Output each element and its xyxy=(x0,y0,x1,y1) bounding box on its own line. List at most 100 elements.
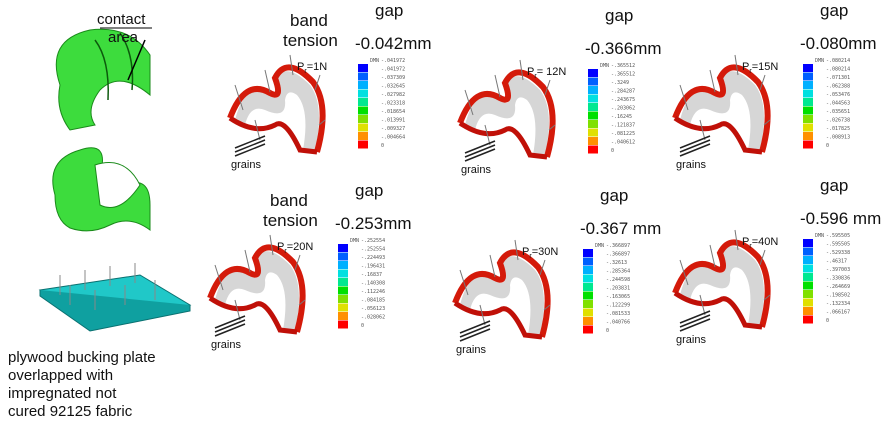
legend-swatch xyxy=(588,129,598,137)
legend-swatch xyxy=(588,95,598,103)
gap-label: gap xyxy=(605,6,633,25)
legend-value: -.397003 xyxy=(826,267,850,273)
legend-value: -.040766 xyxy=(606,320,630,326)
grains-label: grains xyxy=(456,344,486,356)
legend-swatch xyxy=(338,321,348,329)
grains-label: grains xyxy=(676,334,706,346)
legend-swatch xyxy=(588,86,598,94)
caption-line: cured 92125 fabric xyxy=(8,403,133,420)
gap-label: gap xyxy=(355,181,383,200)
legend-value: -.009327 xyxy=(381,126,405,132)
legend-value: -.132334 xyxy=(826,301,850,307)
legend-value: -.252554 xyxy=(361,238,385,244)
legend-value: 0 xyxy=(826,143,829,149)
legend-swatch xyxy=(803,124,813,132)
legend-value: -.163065 xyxy=(606,294,630,300)
legend-header: DMN xyxy=(370,58,379,64)
legend-value: -.056123 xyxy=(361,306,385,312)
legend-value: -.017825 xyxy=(826,126,850,132)
legend-value: -.196431 xyxy=(361,264,385,270)
legend-value: -.081225 xyxy=(611,131,635,137)
panel: bandtensiongap-0.042mmPr=1NgrainsDMN-.04… xyxy=(230,1,432,171)
legend-swatch xyxy=(358,141,368,149)
legend-swatch xyxy=(583,283,593,291)
load-value: = 12N xyxy=(537,66,567,78)
legend-swatch xyxy=(588,112,598,120)
legend-value: -.595505 xyxy=(826,242,850,248)
gap-label: gap xyxy=(375,1,403,20)
legend-value: -.203831 xyxy=(606,286,630,292)
band-tension-label: tension xyxy=(263,211,318,230)
legend-value: -.040612 xyxy=(611,140,635,146)
legend-value: -.062388 xyxy=(826,84,850,90)
load-label: Pr=30N xyxy=(522,246,558,260)
legend-swatch xyxy=(583,300,593,308)
gap-value: -0.253mm xyxy=(335,214,412,233)
legend-swatch xyxy=(583,258,593,266)
legend-swatch xyxy=(588,120,598,128)
legend-value: -.041972 xyxy=(381,58,405,64)
legend-swatch xyxy=(803,282,813,290)
legend-value: -.122299 xyxy=(606,303,630,309)
gap-value: -0.596 mm xyxy=(800,209,881,228)
band-tension-label: tension xyxy=(283,31,338,50)
legend-value: 0 xyxy=(826,318,829,324)
legend-swatch xyxy=(338,312,348,320)
legend-value: 0 xyxy=(381,143,384,149)
legend-swatch xyxy=(358,98,368,106)
grains-label: grains xyxy=(676,159,706,171)
legend-value: -.028062 xyxy=(361,315,385,321)
grains-label: grains xyxy=(211,339,241,351)
load-label: Pr=20N xyxy=(277,241,313,255)
legend-swatch xyxy=(583,249,593,257)
legend-value: -.084185 xyxy=(361,298,385,304)
legend-swatch xyxy=(803,316,813,324)
legend-value: -.284287 xyxy=(611,89,635,95)
legend-swatch xyxy=(358,115,368,123)
legend-swatch xyxy=(338,304,348,312)
legend-value: -.023318 xyxy=(381,101,405,107)
legend-value: -.140308 xyxy=(361,281,385,287)
legend-swatch xyxy=(588,78,598,86)
gap-value: -0.080mm xyxy=(800,34,877,53)
gap-value: -0.042mm xyxy=(355,34,432,53)
legend-swatch xyxy=(803,307,813,315)
panel: gap-0.367 mmPr=30NgrainsDMN-.366897-.366… xyxy=(455,186,661,356)
area-label: area xyxy=(108,29,139,46)
legend-value: -.071301 xyxy=(826,75,850,81)
legend-swatch xyxy=(358,107,368,115)
grains-label: grains xyxy=(461,164,491,176)
legend-swatch xyxy=(338,295,348,303)
legend-value: -.16837 xyxy=(361,272,382,278)
load-value: =20N xyxy=(287,241,314,253)
legend-header: DMN xyxy=(815,58,824,64)
legend-swatch xyxy=(588,103,598,111)
legend-swatch xyxy=(583,309,593,317)
left-shapes xyxy=(40,28,190,331)
legend-value: -.224493 xyxy=(361,255,385,261)
legend-swatch xyxy=(583,275,593,283)
contact-label: contact xyxy=(97,11,146,28)
legend-swatch xyxy=(338,244,348,252)
legend-value: -.027982 xyxy=(381,92,405,98)
caption-line: impregnated not xyxy=(8,385,117,402)
legend-value: -.46317 xyxy=(826,259,847,265)
legend-swatch xyxy=(358,90,368,98)
legend-swatch xyxy=(583,292,593,300)
legend-swatch xyxy=(588,146,598,154)
load-symbol: P xyxy=(522,246,529,258)
legend-swatch xyxy=(583,266,593,274)
legend-value: -.365512 xyxy=(611,63,635,69)
legend-swatch xyxy=(358,124,368,132)
legend-value: -.285364 xyxy=(606,269,630,275)
load-value: =40N xyxy=(752,236,779,248)
legend-swatch xyxy=(803,141,813,149)
legend-swatch xyxy=(803,73,813,81)
legend-swatch xyxy=(338,253,348,261)
load-symbol: P xyxy=(742,61,749,73)
legend-value: -.008913 xyxy=(826,135,850,141)
legend-value: -.243675 xyxy=(611,97,635,103)
legend-value: -.198502 xyxy=(826,293,850,299)
figure: contact area plywood bucking plate overl… xyxy=(0,0,886,431)
legend-value: -.004664 xyxy=(381,135,405,141)
